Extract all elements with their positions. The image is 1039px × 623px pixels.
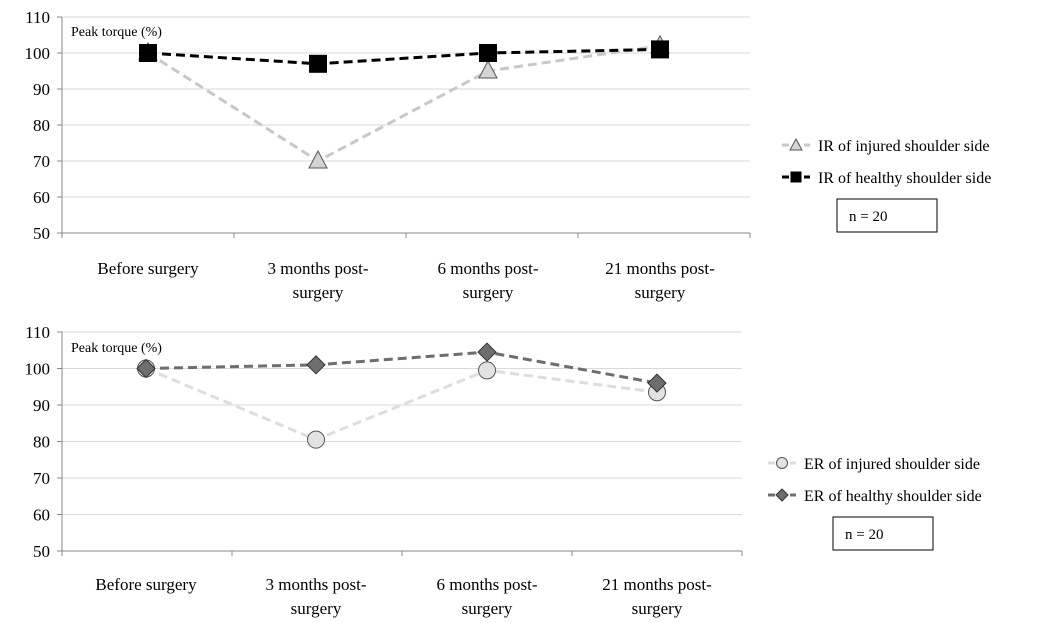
data-point [306, 355, 326, 375]
y-tick-label: 80 [33, 433, 50, 452]
y-tick-label: 90 [33, 396, 50, 415]
y-tick-label: 110 [25, 323, 50, 342]
series-line [145, 367, 658, 442]
y-axis-label: Peak torque (%) [71, 25, 162, 40]
y-tick-label: 70 [33, 152, 50, 171]
x-tick-label: 21 months post-surgery [602, 575, 712, 618]
chart-panel-er: 50 60 70 80 90 100 110 Before surgery 3 months p… [25, 323, 982, 618]
data-point [651, 40, 669, 59]
x-tick-label-line: 21 months post- [605, 259, 715, 278]
y-tick-label: 90 [33, 80, 50, 99]
data-point [477, 342, 497, 362]
legend-label: IR of injured shoulder side [818, 138, 990, 155]
data-point [139, 44, 157, 62]
x-tick-label: 3 months post-surgery [265, 575, 366, 618]
data-point [478, 59, 498, 79]
sample-size-label: n = 20 [849, 209, 887, 225]
y-tick-label: 100 [25, 44, 51, 63]
legend-marker [790, 171, 802, 183]
data-point [478, 361, 496, 380]
x-tick-label: 6 months post-surgery [437, 259, 538, 302]
x-tick-label-line: 3 months post- [265, 575, 366, 594]
x-tick-label-line: surgery [291, 599, 342, 618]
legend-marker [789, 137, 803, 151]
data-point [136, 358, 156, 379]
x-tick-label: Before surgery [95, 575, 197, 594]
data-point [479, 44, 497, 62]
chart-panel-ir: 50 60 70 80 90 100 110 Before surgery 3 months p… [25, 8, 992, 302]
series-line [147, 44, 661, 163]
y-tick-label: 70 [33, 469, 50, 488]
sample-size-box [832, 516, 934, 551]
x-tick-label-line: surgery [462, 599, 513, 618]
x-tick-label-line: surgery [635, 283, 686, 302]
y-tick-label: 60 [33, 188, 50, 207]
data-point [307, 430, 325, 449]
x-tick-label: 21 months post-surgery [605, 259, 715, 302]
data-point [647, 373, 667, 393]
y-tick-label: 50 [33, 224, 50, 243]
legend-label: ER of injured shoulder side [804, 456, 980, 473]
legend-marker [776, 457, 788, 469]
data-point [309, 54, 327, 73]
y-tick-label: 100 [25, 360, 51, 379]
x-tick-label: Before surgery [97, 259, 199, 278]
x-tick-label: 3 months post-surgery [267, 259, 368, 302]
x-tick-label: 6 months post-surgery [436, 575, 537, 618]
sample-size-label: n = 20 [845, 527, 883, 543]
legend-marker [775, 488, 789, 502]
x-tick-label-line: surgery [463, 283, 514, 302]
x-tick-label-line: 21 months post- [602, 575, 712, 594]
x-tick-label-line: 6 months post- [436, 575, 537, 594]
series-line [147, 47, 661, 66]
x-tick-label-line: 3 months post- [267, 259, 368, 278]
y-tick-label: 50 [33, 542, 50, 561]
x-tick-label-line: surgery [632, 599, 683, 618]
y-tick-label: 80 [33, 116, 50, 135]
x-tick-label-line: Before surgery [95, 575, 197, 594]
legend-label: IR of healthy shoulder side [818, 170, 991, 187]
y-tick-label: 110 [25, 8, 50, 27]
data-point [308, 149, 328, 169]
legend-label: ER of healthy shoulder side [804, 488, 982, 505]
y-tick-label: 60 [33, 506, 50, 525]
x-tick-label-line: 6 months post- [437, 259, 538, 278]
x-tick-label-line: Before surgery [97, 259, 199, 278]
y-axis-label: Peak torque (%) [71, 341, 162, 356]
sample-size-box [836, 198, 938, 233]
x-tick-label-line: surgery [293, 283, 344, 302]
series-line [145, 350, 658, 385]
